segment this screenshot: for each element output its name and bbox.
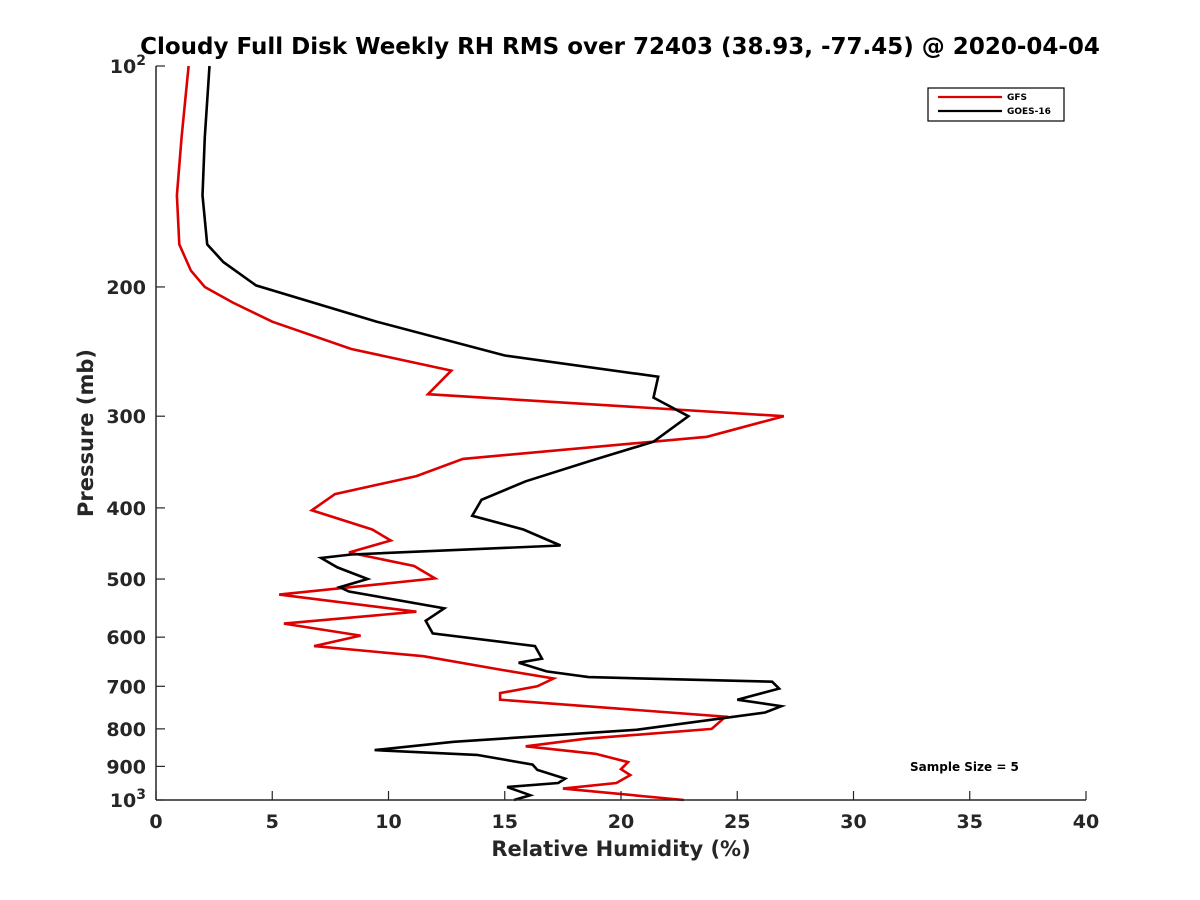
- series-layer: [175, 65, 787, 802]
- y-tick-label: 600: [106, 627, 146, 649]
- x-tick-label: 35: [957, 811, 983, 833]
- x-tick-label: 25: [724, 811, 750, 833]
- y-tick-label: 900: [106, 756, 146, 778]
- legend: GFS GOES-16: [927, 87, 1065, 122]
- chart-title: Cloudy Full Disk Weekly RH RMS over 7240…: [140, 34, 1100, 60]
- y-tick-label: 700: [106, 676, 146, 698]
- x-tick-label: 10: [375, 811, 401, 833]
- x-tick-label: 40: [1073, 811, 1099, 833]
- legend-label-goes16: GOES-16: [1007, 107, 1051, 117]
- legend-box: [927, 87, 1065, 122]
- legend-label-gfs: GFS: [1007, 93, 1027, 103]
- y-tick-label: 500: [106, 569, 146, 591]
- y-tick-label: 400: [106, 498, 146, 520]
- x-tick-label: 20: [608, 811, 634, 833]
- sample-size-annotation: Sample Size = 5: [910, 760, 1019, 774]
- y-tick-label: 300: [106, 406, 146, 428]
- y-tick-label: 800: [106, 719, 146, 741]
- y-axis-label: Pressure (mb): [74, 349, 98, 517]
- x-axis-label: Relative Humidity (%): [491, 837, 750, 861]
- x-axis-ticks: 0 5 10 15 20 25 30 35 40: [149, 791, 1099, 833]
- x-tick-label: 30: [840, 811, 866, 833]
- x-tick-label: 5: [266, 811, 279, 833]
- series-line-goes16: [201, 65, 787, 802]
- series-line-gfs: [175, 65, 785, 802]
- x-tick-label: 15: [492, 811, 518, 833]
- x-tick-label: 0: [149, 811, 162, 833]
- plot-area: 0 5 10 15 20 25 30 35 40 102 200 300 400 500 600 700 80…: [106, 53, 1099, 833]
- y-tick-label: 102: [110, 53, 146, 78]
- y-tick-label: 200: [106, 277, 146, 299]
